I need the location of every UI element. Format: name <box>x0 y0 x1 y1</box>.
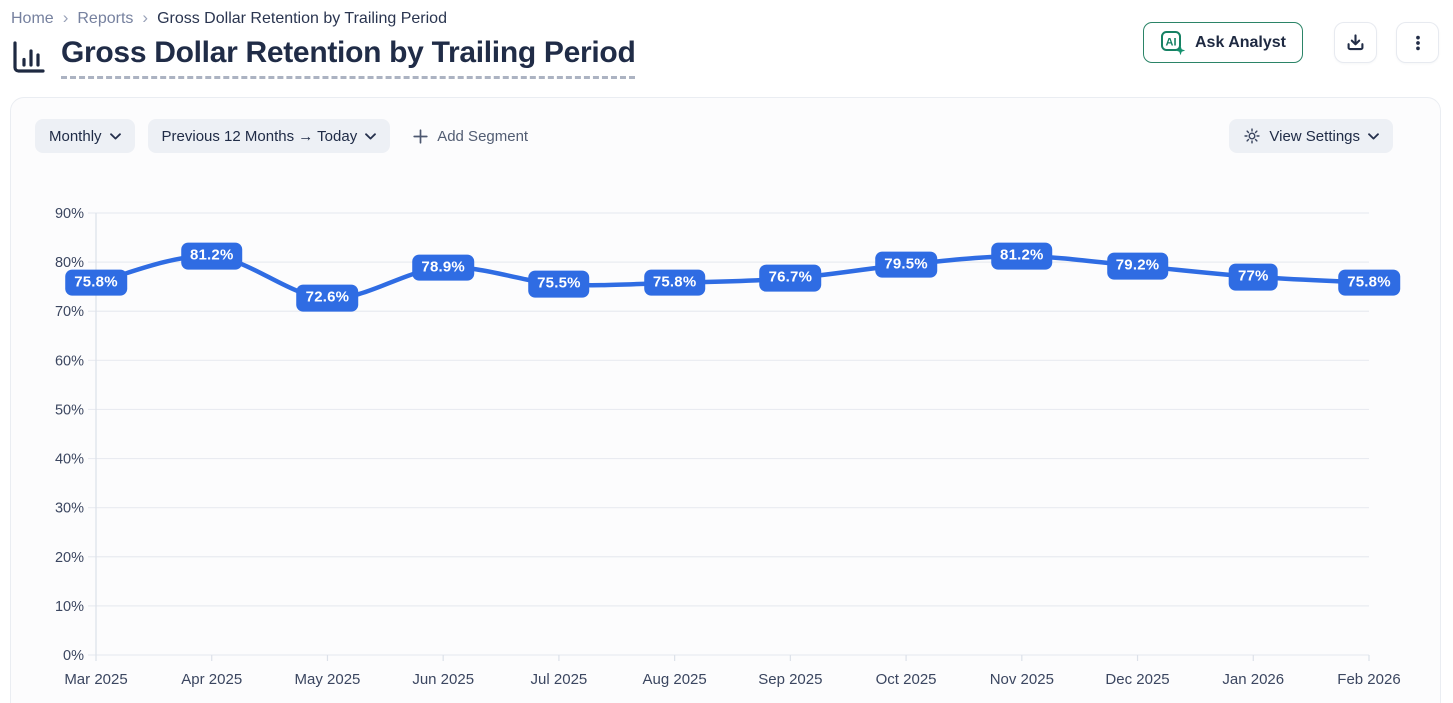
view-settings-dropdown[interactable]: View Settings <box>1229 119 1393 153</box>
data-label-pill: 76.7% <box>759 264 822 292</box>
add-segment-button[interactable]: Add Segment <box>413 128 528 145</box>
y-axis-label: 0% <box>63 648 84 664</box>
x-axis-label: Aug 2025 <box>643 671 707 688</box>
svg-text:AI: AI <box>1166 36 1177 48</box>
title-row: Gross Dollar Retention by Trailing Perio… <box>10 36 636 79</box>
y-axis-label: 70% <box>55 304 84 320</box>
data-label-pill: 75.5% <box>528 270 590 298</box>
x-axis-label: Oct 2025 <box>876 671 937 688</box>
chart-canvas: 0% 10% 20% 30% 40% 50% 60% 70% 80% 90% Mar 2025 Apr… <box>55 206 1401 688</box>
x-axis-label: Mar 2025 <box>64 671 127 688</box>
date-range-value: Previous 12 Months → Today <box>161 127 358 145</box>
view-settings-label: View Settings <box>1269 127 1360 145</box>
y-axis-label: 80% <box>55 255 84 271</box>
breadcrumb-reports[interactable]: Reports <box>77 10 134 27</box>
y-axis-label: 90% <box>55 206 84 222</box>
ask-analyst-label: Ask Analyst <box>1195 33 1286 51</box>
data-label-pill: 78.9% <box>412 254 474 281</box>
download-icon <box>1345 32 1366 53</box>
data-label-pill: 72.6% <box>296 285 359 312</box>
y-axis-label: 40% <box>55 452 84 468</box>
bar-chart-icon <box>10 37 48 77</box>
y-axis-label: 30% <box>55 501 84 517</box>
breadcrumb-current: Gross Dollar Retention by Trailing Perio… <box>157 10 447 27</box>
chevron-down-icon <box>1368 132 1379 140</box>
ask-analyst-button[interactable]: AI Ask Analyst <box>1143 22 1303 63</box>
chevron-down-icon <box>365 132 377 140</box>
add-segment-label: Add Segment <box>437 127 529 145</box>
date-range-dropdown[interactable]: Previous 12 Months → Today <box>147 119 391 153</box>
y-axis-label: 20% <box>55 550 84 566</box>
x-axis-label: Sep 2025 <box>758 671 822 688</box>
x-axis-label: Jan 2026 <box>1222 671 1284 688</box>
granularity-dropdown[interactable]: Monthly <box>35 119 135 153</box>
data-label-pill: 75.8% <box>65 269 127 297</box>
y-axis-label: 10% <box>55 599 84 615</box>
data-label-pill: 81.2% <box>991 242 1053 270</box>
y-axis-label: 50% <box>55 402 84 418</box>
filter-bar: Monthly Previous 12 Months → Today Add S… <box>35 119 1416 153</box>
x-axis-label: Feb 2026 <box>1337 671 1400 688</box>
granularity-value: Monthly <box>49 127 102 145</box>
chevron-right-icon: › <box>62 8 69 27</box>
data-label-pill: 77% <box>1228 263 1278 291</box>
x-axis-label: Jul 2025 <box>531 671 588 688</box>
data-label-pill: 75.8% <box>643 269 706 297</box>
download-button[interactable] <box>1334 22 1377 63</box>
data-label-pill: 79.5% <box>875 251 937 278</box>
ai-sparkle-icon: AI <box>1160 30 1186 56</box>
x-axis-label: May 2025 <box>295 671 361 688</box>
x-axis-label: Dec 2025 <box>1105 671 1169 688</box>
header-actions: AI Ask Analyst <box>1143 22 1439 63</box>
breadcrumb: Home › Reports › Gross Dollar Retention … <box>11 8 447 29</box>
breadcrumb-home[interactable]: Home <box>11 10 54 27</box>
x-axis-label: Nov 2025 <box>990 671 1054 688</box>
data-label-pill: 75.8% <box>1338 269 1400 297</box>
x-axis-label: Apr 2025 <box>181 671 242 688</box>
retention-line-chart: 0% 10% 20% 30% 40% 50% 60% 70% 80% 90% Mar 2025 Apr… <box>11 98 1440 703</box>
x-axis-label: Jun 2025 <box>412 671 474 688</box>
y-axis-label: 60% <box>55 353 84 369</box>
more-options-button[interactable] <box>1396 22 1439 63</box>
chevron-down-icon <box>109 132 121 140</box>
kebab-menu-icon <box>1409 34 1427 52</box>
data-label-pill: 79.2% <box>1106 252 1169 280</box>
chevron-right-icon: › <box>142 8 149 27</box>
data-label-pill: 81.2% <box>180 242 243 270</box>
report-card: Monthly Previous 12 Months → Today Add S… <box>10 97 1441 703</box>
page-title[interactable]: Gross Dollar Retention by Trailing Perio… <box>61 36 636 79</box>
plus-icon <box>413 128 428 144</box>
gear-icon <box>1243 127 1261 145</box>
